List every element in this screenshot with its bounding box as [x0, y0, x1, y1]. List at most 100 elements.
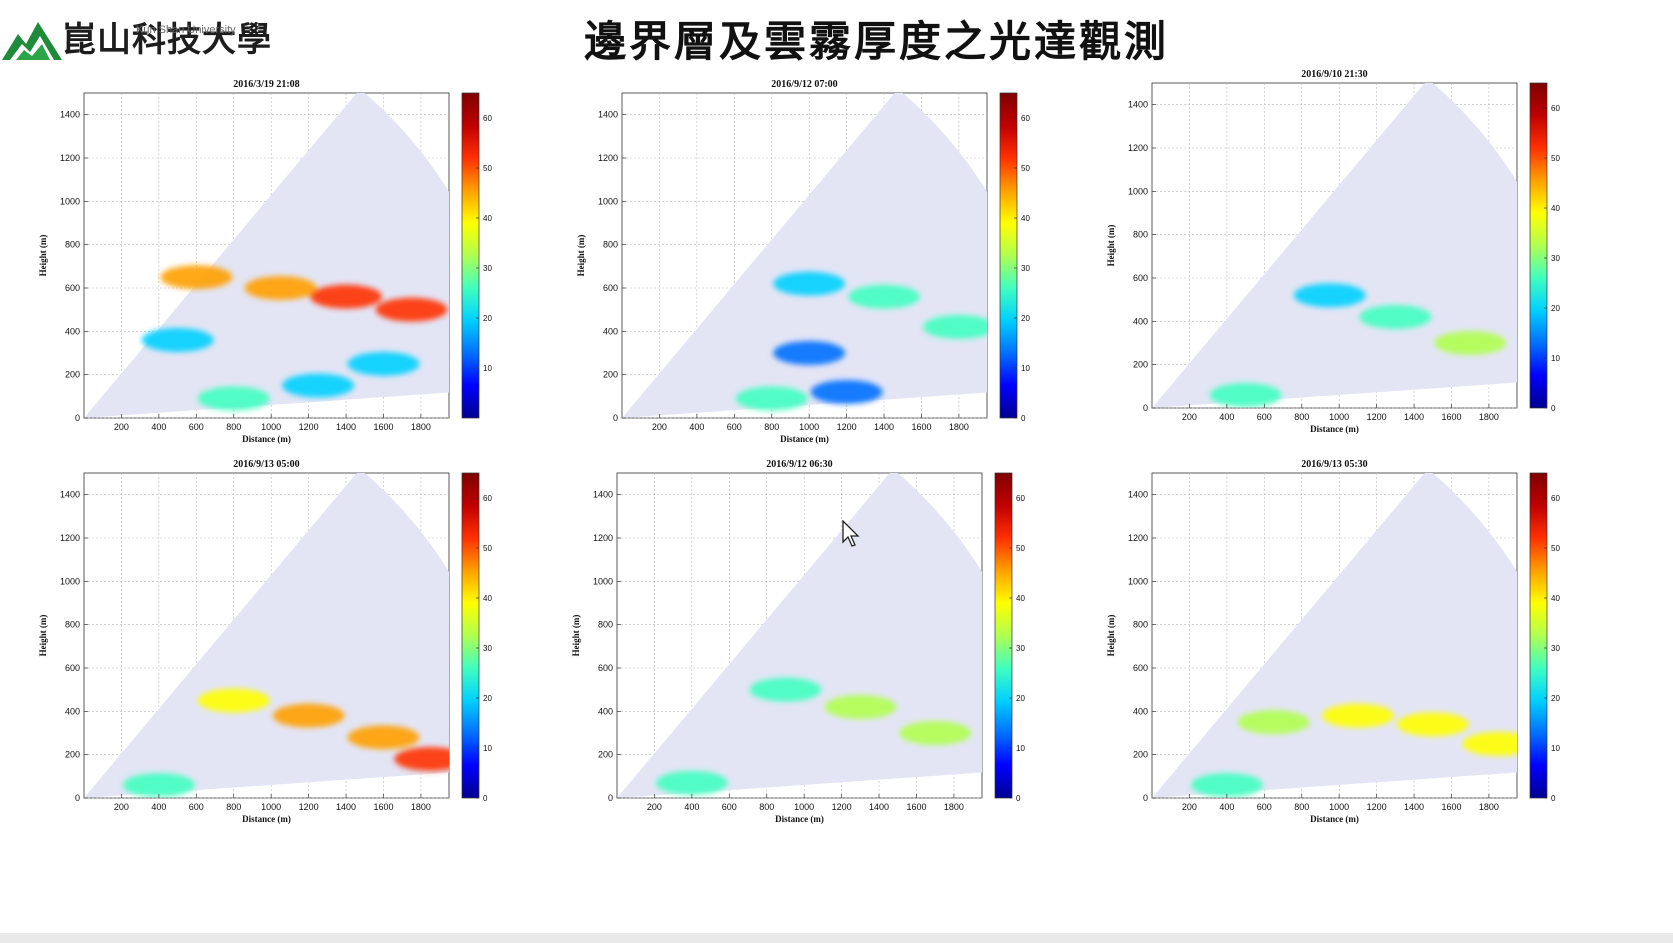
colorbar-tick-label: 60 [1016, 494, 1025, 503]
colorbar-tick-label: 30 [1021, 264, 1030, 273]
y-tick-label: 1000 [1128, 576, 1148, 586]
colorbar-tick-label: 40 [483, 214, 492, 223]
y-tick-label: 1400 [593, 490, 613, 500]
colorbar-tick-label: 0 [483, 794, 488, 803]
chart-title: 2016/9/12 07:00 [771, 79, 837, 90]
colorbar-tick-label: 10 [483, 364, 492, 373]
colorbar-tick-label: 10 [1551, 354, 1560, 363]
intensity-feature [244, 276, 317, 300]
y-tick-label: 600 [65, 283, 80, 293]
colorbar-tick-label: 30 [1551, 254, 1560, 263]
colorbar [461, 472, 480, 799]
x-tick-label: 1800 [411, 422, 431, 432]
colorbar [999, 92, 1018, 419]
y-axis-label: Height (m) [1106, 225, 1116, 267]
mouse-cursor-icon [842, 520, 860, 547]
colorbar-tick-label: 20 [1016, 694, 1025, 703]
x-tick-label: 1600 [1441, 802, 1461, 812]
intensity-feature [1209, 383, 1282, 407]
x-tick-label: 1000 [1329, 412, 1349, 422]
y-tick-label: 400 [1133, 316, 1148, 326]
intensity-feature [1321, 703, 1394, 728]
colorbar [1529, 82, 1548, 409]
y-tick-label: 600 [598, 663, 613, 673]
x-tick-label: 400 [689, 422, 704, 432]
x-tick-label: 800 [226, 802, 241, 812]
intensity-feature [347, 351, 420, 376]
x-tick-label: 1800 [944, 802, 964, 812]
y-tick-label: 800 [1133, 620, 1148, 630]
y-tick-label: 600 [603, 283, 618, 293]
scan-sector [84, 473, 449, 798]
colorbar-tick-label: 20 [483, 314, 492, 323]
x-tick-label: 1200 [832, 802, 852, 812]
x-tick-label: 800 [759, 802, 774, 812]
colorbar-tick-label: 60 [483, 494, 492, 503]
x-tick-label: 800 [1294, 802, 1309, 812]
x-tick-label: 400 [151, 422, 166, 432]
colorbar-tick-label: 40 [1551, 594, 1560, 603]
x-tick-label: 1400 [1404, 802, 1424, 812]
lidar-chart-3: 2016/9/10 21:30 200 400 600 800 1000 1200 1400 1… [1098, 66, 1560, 446]
x-tick-label: 600 [722, 802, 737, 812]
y-tick-label: 1400 [1128, 100, 1148, 110]
x-tick-label: 1000 [1329, 802, 1349, 812]
colorbar-tick-label: 10 [483, 744, 492, 753]
chart-title: 2016/9/13 05:00 [233, 459, 299, 470]
colorbar-tick-label: 20 [483, 694, 492, 703]
x-tick-label: 1400 [336, 802, 356, 812]
colorbar-tick-label: 60 [1551, 494, 1560, 503]
x-tick-label: 1000 [261, 802, 281, 812]
x-tick-label: 1000 [799, 422, 819, 432]
colorbar-tick-label: 50 [483, 544, 492, 553]
y-tick-label: 800 [1133, 230, 1148, 240]
y-tick-label: 200 [1133, 360, 1148, 370]
lidar-chart-1: 2016/3/19 21:08 200 400 600 800 1000 1200 1400 1… [30, 76, 492, 456]
x-tick-label: 400 [1219, 802, 1234, 812]
colorbar-tick-label: 30 [1551, 644, 1560, 653]
intensity-feature [922, 315, 987, 339]
y-tick-label: 1400 [1128, 490, 1148, 500]
x-axis-label: Distance (m) [1310, 814, 1359, 824]
x-tick-label: 1800 [949, 422, 969, 432]
colorbar-tick-label: 40 [1021, 214, 1030, 223]
y-tick-label: 0 [613, 413, 618, 423]
y-tick-label: 0 [608, 793, 613, 803]
x-tick-label: 800 [1294, 412, 1309, 422]
y-tick-label: 0 [1143, 793, 1148, 803]
y-tick-label: 200 [1133, 750, 1148, 760]
intensity-feature [281, 373, 354, 398]
y-tick-label: 400 [603, 326, 618, 336]
y-tick-label: 1200 [598, 153, 618, 163]
y-tick-label: 600 [1133, 663, 1148, 673]
y-tick-label: 800 [598, 620, 613, 630]
colorbar-tick-label: 0 [1551, 794, 1556, 803]
y-tick-label: 400 [1133, 706, 1148, 716]
intensity-feature [655, 770, 728, 795]
x-tick-label: 1200 [299, 422, 319, 432]
x-tick-label: 200 [114, 802, 129, 812]
chart-title: 2016/9/12 06:30 [766, 459, 832, 470]
colorbar-tick-label: 50 [1551, 154, 1560, 163]
intensity-feature [1293, 283, 1366, 308]
colorbar-tick-label: 60 [1021, 114, 1030, 123]
y-tick-label: 1200 [60, 533, 80, 543]
intensity-feature [1396, 712, 1469, 737]
x-axis-label: Distance (m) [775, 814, 824, 824]
lidar-chart-6: 2016/9/13 05:30 200 400 600 800 1000 1200 1400 1… [1098, 456, 1560, 836]
y-tick-label: 1200 [60, 153, 80, 163]
y-tick-label: 1400 [60, 110, 80, 120]
x-tick-label: 1600 [911, 422, 931, 432]
x-tick-label: 1400 [1404, 412, 1424, 422]
intensity-feature [272, 703, 345, 728]
colorbar-tick-label: 50 [1021, 164, 1030, 173]
scan-sector [622, 93, 987, 418]
university-logo: 崑山科技大學 Kun Shan University [0, 8, 280, 78]
intensity-feature [1359, 305, 1432, 329]
y-tick-label: 200 [65, 750, 80, 760]
y-tick-label: 200 [598, 750, 613, 760]
bottom-bar [0, 933, 1673, 943]
